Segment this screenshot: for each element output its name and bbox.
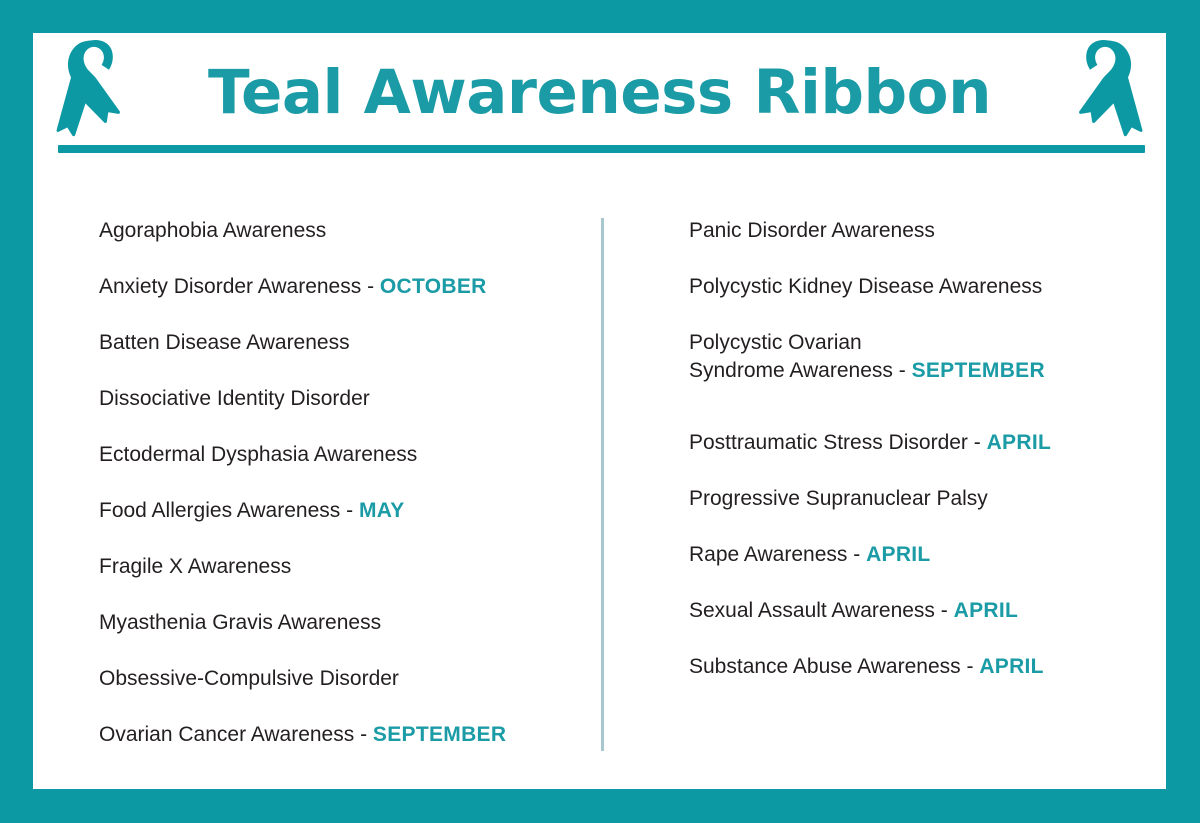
list-item-name: Panic Disorder Awareness — [689, 219, 935, 242]
awareness-month: MAY — [358, 499, 405, 522]
list-item-separator: - — [967, 431, 987, 454]
list-item-separator: - — [340, 499, 359, 522]
awareness-month: SEPTEMBER — [911, 359, 1045, 382]
list-item-name: Ectodermal Dysphasia Awareness — [99, 443, 418, 466]
list-item[interactable]: Polycystic Ovarian Syndrome Awareness - S… — [689, 329, 1045, 385]
list-item[interactable]: Sexual Assault Awareness - APRIL — [689, 597, 1018, 625]
list-item-name: Rape Awareness — [689, 543, 848, 566]
list-item-name: Polycystic Ovarian — [689, 331, 862, 354]
list-item-name: Agoraphobia Awareness — [99, 219, 327, 242]
poster-card: Teal Awareness Ribbon Agoraphobia Awaren… — [33, 33, 1166, 789]
list-item-name: Dissociative Identity Disorder — [99, 387, 370, 410]
awareness-month: OCTOBER — [379, 275, 487, 298]
awareness-month: APRIL — [986, 431, 1052, 454]
list-item[interactable]: Anxiety Disorder Awareness - OCTOBER — [99, 273, 487, 301]
list-item-separator: - — [361, 275, 380, 298]
list-item[interactable]: Posttraumatic Stress Disorder - APRIL — [689, 429, 1051, 457]
list-item-name: Progressive Supranuclear Palsy — [689, 487, 988, 510]
awareness-lists: Agoraphobia Awareness Anxiety Disorder Aw… — [33, 155, 1166, 789]
list-item-separator: - — [960, 655, 980, 678]
list-item[interactable]: Panic Disorder Awareness — [689, 217, 935, 245]
list-item-name: Myasthenia Gravis Awareness — [99, 611, 382, 634]
list-item-name-continued: Syndrome Awareness — [689, 359, 893, 382]
list-item[interactable]: Ectodermal Dysphasia Awareness — [99, 441, 417, 469]
awareness-ribbon-icon — [1072, 38, 1144, 142]
list-item-separator: - — [892, 359, 912, 382]
awareness-month: APRIL — [866, 543, 931, 566]
awareness-month: APRIL — [979, 655, 1044, 678]
list-item-name: Ovarian Cancer Awareness — [99, 723, 355, 746]
list-item[interactable]: Progressive Supranuclear Palsy — [689, 485, 988, 513]
awareness-month: SEPTEMBER — [372, 723, 507, 746]
title-underline-rule — [58, 145, 1145, 153]
awareness-month: APRIL — [953, 599, 1019, 622]
page-title: Teal Awareness Ribbon — [207, 57, 992, 128]
poster-header: Teal Awareness Ribbon — [33, 33, 1166, 155]
list-item-name: Substance Abuse Awareness — [689, 655, 961, 678]
list-item[interactable]: Food Allergies Awareness - MAY — [99, 497, 405, 525]
list-item[interactable]: Myasthenia Gravis Awareness — [99, 609, 381, 637]
list-item-name: Polycystic Kidney Disease Awareness — [689, 275, 1043, 298]
list-item-separator: - — [847, 543, 867, 566]
list-item-name: Obsessive-Compulsive Disorder — [99, 667, 399, 690]
column-divider — [601, 218, 604, 751]
list-item-name: Sexual Assault Awareness — [689, 599, 935, 622]
list-item-name: Posttraumatic Stress Disorder — [689, 431, 968, 454]
list-item[interactable]: Agoraphobia Awareness — [99, 217, 326, 245]
list-item[interactable]: Polycystic Kidney Disease Awareness — [689, 273, 1042, 301]
awareness-ribbon-icon — [55, 38, 127, 142]
list-item-name: Batten Disease Awareness — [99, 331, 350, 354]
list-item[interactable]: Obsessive-Compulsive Disorder — [99, 665, 399, 693]
list-item-name-line2: Syndrome Awareness - SEPTEMBER — [689, 357, 1045, 385]
list-item[interactable]: Substance Abuse Awareness - APRIL — [689, 653, 1044, 681]
list-item-separator: - — [354, 723, 373, 746]
list-item-name: Anxiety Disorder Awareness — [99, 275, 362, 298]
list-item[interactable]: Ovarian Cancer Awareness - SEPTEMBER — [99, 721, 506, 749]
list-item[interactable]: Rape Awareness - APRIL — [689, 541, 931, 569]
list-item[interactable]: Fragile X Awareness — [99, 553, 291, 581]
list-item-separator: - — [934, 599, 954, 622]
list-item[interactable]: Dissociative Identity Disorder — [99, 385, 370, 413]
list-item[interactable]: Batten Disease Awareness — [99, 329, 350, 357]
list-item-name: Food Allergies Awareness — [99, 499, 341, 522]
list-item-name: Fragile X Awareness — [99, 555, 292, 578]
